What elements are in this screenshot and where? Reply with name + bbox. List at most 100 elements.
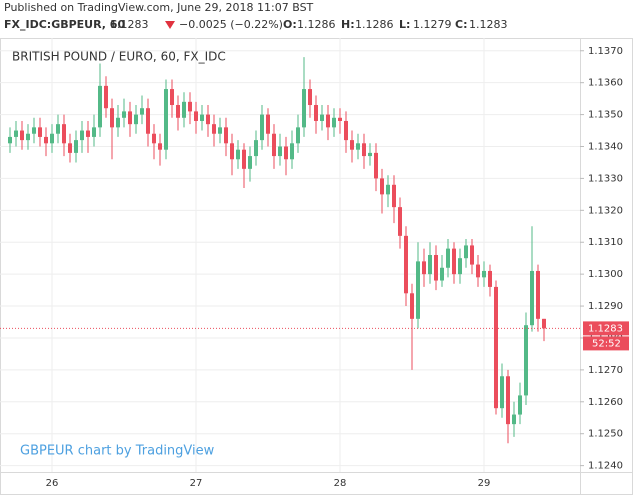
candle-body	[26, 133, 30, 141]
candle-body	[488, 270, 492, 287]
y-tick-label: 1.1250	[588, 429, 623, 440]
candle-body	[434, 255, 438, 281]
candle-body	[470, 245, 474, 265]
ohlc-value: 1.1279	[413, 18, 452, 31]
ohlc-label: O:	[283, 18, 297, 31]
candle-body	[440, 267, 444, 281]
last-price-box	[583, 321, 629, 336]
candle-body	[170, 89, 174, 106]
last-price-label: 1.1283	[588, 323, 623, 334]
candle-body	[56, 124, 60, 134]
candle-body	[236, 149, 240, 160]
candle-body	[86, 130, 90, 137]
candle-body	[92, 127, 96, 137]
ohlc-value: 1.1286	[355, 18, 394, 31]
candle-body	[512, 414, 516, 425]
candle-body	[194, 111, 198, 121]
candle-body	[536, 270, 540, 319]
candle-body	[212, 124, 216, 134]
candle-body	[356, 143, 360, 150]
y-tick-label: 1.1370	[588, 46, 623, 57]
last-value: 1.1283	[110, 18, 149, 31]
candle-body	[302, 89, 306, 128]
candle-body	[230, 143, 234, 160]
candle-body	[122, 111, 126, 118]
candle-body	[494, 286, 498, 409]
candle-body	[464, 245, 468, 259]
candle-body	[188, 101, 192, 112]
candle-body	[284, 146, 288, 160]
candle-body	[362, 143, 366, 157]
y-tick-label: 1.1240	[588, 461, 623, 472]
candle-body	[392, 184, 396, 208]
candle-body	[308, 89, 312, 106]
candle-body	[152, 133, 156, 144]
candle-body	[446, 248, 450, 268]
candles-group	[8, 57, 546, 444]
candle-body	[380, 178, 384, 195]
y-tick-label: 1.1350	[588, 110, 623, 121]
y-tick-label: 1.1320	[588, 205, 623, 216]
candle-body	[104, 85, 108, 109]
candle-body	[524, 325, 528, 396]
symbol: FX_IDC:GBPEUR, 60	[4, 18, 125, 31]
grid-group: 1.12401.12501.12601.12701.12801.12901.13…	[0, 38, 623, 489]
candle-body	[368, 152, 372, 157]
y-tick-label: 1.1340	[588, 142, 623, 153]
candle-body	[416, 261, 420, 319]
chart-title: BRITISH POUND / EURO, 60, FX_IDC	[12, 50, 226, 64]
y-tick-label: 1.1270	[588, 365, 623, 376]
candle-body	[110, 108, 114, 128]
candle-body	[350, 140, 354, 150]
candle-body	[68, 143, 72, 153]
candle-body	[518, 395, 522, 415]
candle-body	[98, 85, 102, 128]
candle-body	[422, 261, 426, 275]
y-tick-label: 1.1260	[588, 397, 623, 408]
candle-body	[32, 127, 36, 134]
candle-body	[266, 114, 270, 134]
candle-body	[8, 136, 12, 144]
candle-body	[290, 143, 294, 160]
candle-body	[116, 117, 120, 128]
overlay-group: 1.1283 52:52	[0, 321, 629, 351]
candle-body	[458, 258, 462, 275]
candle-body	[506, 376, 510, 425]
candle-body	[272, 133, 276, 157]
candle-body	[218, 127, 222, 134]
ohlc-label: L:	[399, 18, 410, 31]
change: −0.0025 (−0.22%)	[179, 18, 283, 31]
candle-body	[326, 114, 330, 128]
countdown-box	[583, 336, 629, 351]
candle-body	[410, 293, 414, 319]
candle-body	[14, 130, 18, 137]
candle-body	[278, 146, 282, 157]
candle-body	[296, 127, 300, 144]
candle-body	[428, 255, 432, 275]
candle-body	[386, 184, 390, 195]
published-note: Published on TradingView.com, June 29, 2…	[4, 1, 314, 14]
candle-body	[20, 130, 24, 141]
candle-body	[338, 117, 342, 121]
y-tick-label: 1.1310	[588, 237, 623, 248]
candle-body	[62, 124, 66, 144]
candle-body	[50, 133, 54, 144]
y-tick-label: 1.1290	[588, 301, 623, 312]
candle-body	[482, 270, 486, 278]
candle-body	[44, 136, 48, 144]
candle-body	[260, 114, 264, 141]
candle-body	[80, 130, 84, 141]
watermark: GBPEUR chart by TradingView	[20, 444, 215, 459]
ohlc-value: 1.1283	[469, 18, 508, 31]
y-tick-label: 1.1360	[588, 78, 623, 89]
candle-body	[38, 127, 42, 137]
candle-body	[332, 117, 336, 128]
candle-body	[500, 376, 504, 409]
countdown: 52:52	[592, 338, 621, 349]
x-tick-label: 29	[478, 478, 491, 489]
candle-body	[128, 111, 132, 125]
candle-body	[182, 101, 186, 118]
candle-body	[404, 235, 408, 294]
candle-body	[452, 248, 456, 275]
